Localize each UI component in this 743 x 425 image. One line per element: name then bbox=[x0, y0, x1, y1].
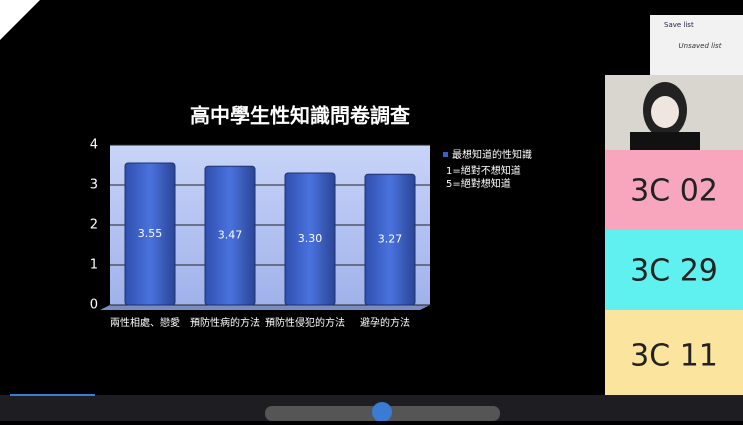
bar bbox=[284, 172, 336, 306]
playlist-title: Unsaved list bbox=[679, 42, 722, 50]
data-label: 3.55 bbox=[138, 227, 163, 240]
plot-floor bbox=[100, 305, 430, 310]
y-tick-label: 4 bbox=[90, 138, 98, 153]
tile bbox=[605, 310, 743, 395]
legend-note: 5=絕對想知道 bbox=[446, 177, 511, 190]
corner bbox=[0, 0, 40, 40]
participant-label: 3C 02 bbox=[630, 174, 718, 209]
bar bbox=[364, 173, 416, 306]
save-list[interactable]: Save list bbox=[664, 21, 694, 29]
legend-swatch bbox=[443, 152, 448, 157]
playlist-panel bbox=[650, 15, 743, 75]
data-label: 3.27 bbox=[378, 233, 403, 246]
participant-label: 3C 11 bbox=[630, 339, 718, 374]
x-tick-label: 預防性侵犯的方法 bbox=[265, 316, 345, 329]
progress bbox=[10, 394, 95, 396]
legend-label: 最想知道的性知識 bbox=[452, 148, 532, 161]
person-face bbox=[651, 96, 679, 128]
y-tick-label: 1 bbox=[90, 258, 98, 273]
chart-title: 高中學生性知識問卷調查 bbox=[190, 104, 410, 128]
tile bbox=[605, 230, 743, 310]
x-tick-label: 兩性相處、戀愛 bbox=[110, 316, 180, 329]
y-tick-label: 3 bbox=[90, 178, 98, 193]
bar bbox=[124, 162, 176, 306]
data-label: 3.30 bbox=[298, 232, 323, 245]
tile bbox=[605, 150, 743, 230]
y-tick-label: 2 bbox=[90, 218, 98, 233]
bar bbox=[204, 165, 256, 306]
legend-note: 1=絕對不想知道 bbox=[446, 164, 521, 177]
person-body bbox=[630, 132, 700, 150]
data-label: 3.47 bbox=[218, 229, 243, 242]
y-tick-label: 0 bbox=[90, 298, 98, 313]
pause-button[interactable] bbox=[372, 402, 392, 422]
participant-label: 3C 29 bbox=[630, 254, 718, 289]
x-tick-label: 預防性病的方法 bbox=[190, 316, 260, 329]
x-tick-label: 避孕的方法 bbox=[360, 316, 410, 329]
